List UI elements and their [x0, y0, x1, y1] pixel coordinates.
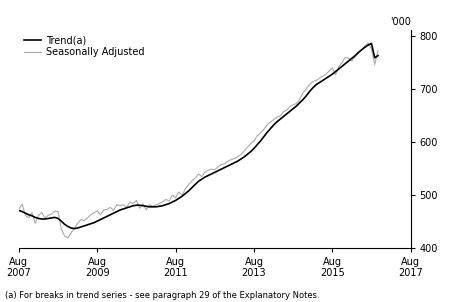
Legend: Trend(a), Seasonally Adjusted: Trend(a), Seasonally Adjusted: [24, 35, 144, 57]
Text: '000: '000: [390, 17, 411, 27]
Text: (a) For breaks in trend series - see paragraph 29 of the Explanatory Notes.: (a) For breaks in trend series - see par…: [5, 291, 320, 300]
